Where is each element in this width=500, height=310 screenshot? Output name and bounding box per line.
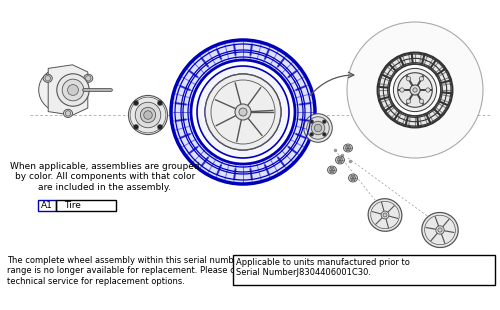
- Ellipse shape: [311, 121, 325, 135]
- Circle shape: [235, 104, 251, 120]
- Circle shape: [158, 125, 162, 130]
- Ellipse shape: [336, 156, 344, 164]
- Circle shape: [68, 85, 78, 95]
- Circle shape: [205, 74, 281, 150]
- Circle shape: [338, 157, 342, 162]
- Ellipse shape: [64, 109, 72, 117]
- Circle shape: [57, 74, 89, 106]
- Ellipse shape: [135, 102, 161, 128]
- Circle shape: [322, 132, 326, 136]
- Ellipse shape: [140, 107, 156, 123]
- Circle shape: [347, 22, 483, 158]
- Circle shape: [205, 74, 281, 150]
- Circle shape: [436, 226, 444, 234]
- Circle shape: [239, 108, 247, 116]
- Circle shape: [144, 111, 152, 119]
- Circle shape: [322, 120, 326, 123]
- Ellipse shape: [348, 174, 358, 182]
- Circle shape: [438, 228, 442, 232]
- Ellipse shape: [307, 117, 329, 139]
- Circle shape: [394, 69, 436, 112]
- Circle shape: [378, 53, 452, 127]
- Ellipse shape: [422, 212, 458, 247]
- Circle shape: [400, 88, 404, 92]
- Circle shape: [389, 64, 441, 116]
- Ellipse shape: [368, 199, 402, 231]
- Circle shape: [413, 88, 417, 92]
- Circle shape: [66, 111, 70, 116]
- Text: Applicable to units manufactured prior to
Serial NumberJ8304406001C30.: Applicable to units manufactured prior t…: [236, 258, 410, 277]
- Circle shape: [158, 100, 162, 105]
- Circle shape: [62, 79, 84, 101]
- Ellipse shape: [128, 95, 168, 135]
- Ellipse shape: [84, 74, 93, 82]
- Polygon shape: [48, 65, 88, 115]
- Circle shape: [420, 99, 424, 103]
- Circle shape: [310, 132, 314, 136]
- Circle shape: [310, 120, 314, 123]
- Ellipse shape: [328, 166, 336, 174]
- Circle shape: [420, 77, 424, 81]
- FancyBboxPatch shape: [233, 255, 495, 285]
- Circle shape: [350, 175, 356, 180]
- Text: When applicable, assemblies are grouped
by color. All components with that color: When applicable, assemblies are grouped …: [10, 162, 200, 192]
- Circle shape: [134, 100, 138, 105]
- Circle shape: [86, 76, 91, 81]
- Circle shape: [426, 88, 430, 92]
- Text: The complete wheel assembly within this serial number
range is no longer availab: The complete wheel assembly within this …: [7, 256, 262, 286]
- Circle shape: [410, 85, 420, 95]
- Circle shape: [381, 211, 389, 219]
- Ellipse shape: [38, 68, 88, 113]
- Circle shape: [398, 73, 432, 107]
- Text: A1: A1: [41, 201, 53, 210]
- Text: Tire: Tire: [64, 201, 81, 210]
- Circle shape: [45, 76, 51, 81]
- Circle shape: [406, 77, 410, 81]
- Circle shape: [346, 145, 350, 150]
- Ellipse shape: [43, 74, 52, 82]
- Circle shape: [406, 99, 410, 103]
- Circle shape: [314, 124, 322, 132]
- Circle shape: [330, 167, 334, 172]
- Circle shape: [134, 125, 138, 130]
- Circle shape: [191, 60, 295, 164]
- Ellipse shape: [344, 144, 352, 152]
- Circle shape: [383, 213, 387, 217]
- Ellipse shape: [304, 114, 332, 142]
- Circle shape: [171, 40, 315, 184]
- Circle shape: [197, 66, 289, 158]
